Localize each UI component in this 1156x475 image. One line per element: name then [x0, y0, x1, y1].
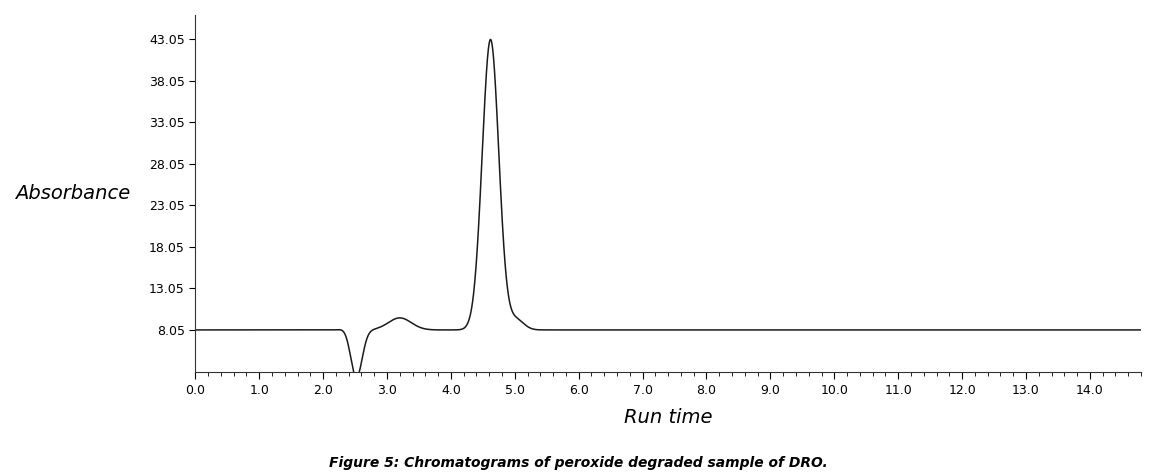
Text: Figure 5: Chromatograms of peroxide degraded sample of DRO.: Figure 5: Chromatograms of peroxide degr…: [328, 456, 828, 470]
X-axis label: Run time: Run time: [624, 408, 712, 427]
Y-axis label: Absorbance: Absorbance: [15, 184, 131, 203]
